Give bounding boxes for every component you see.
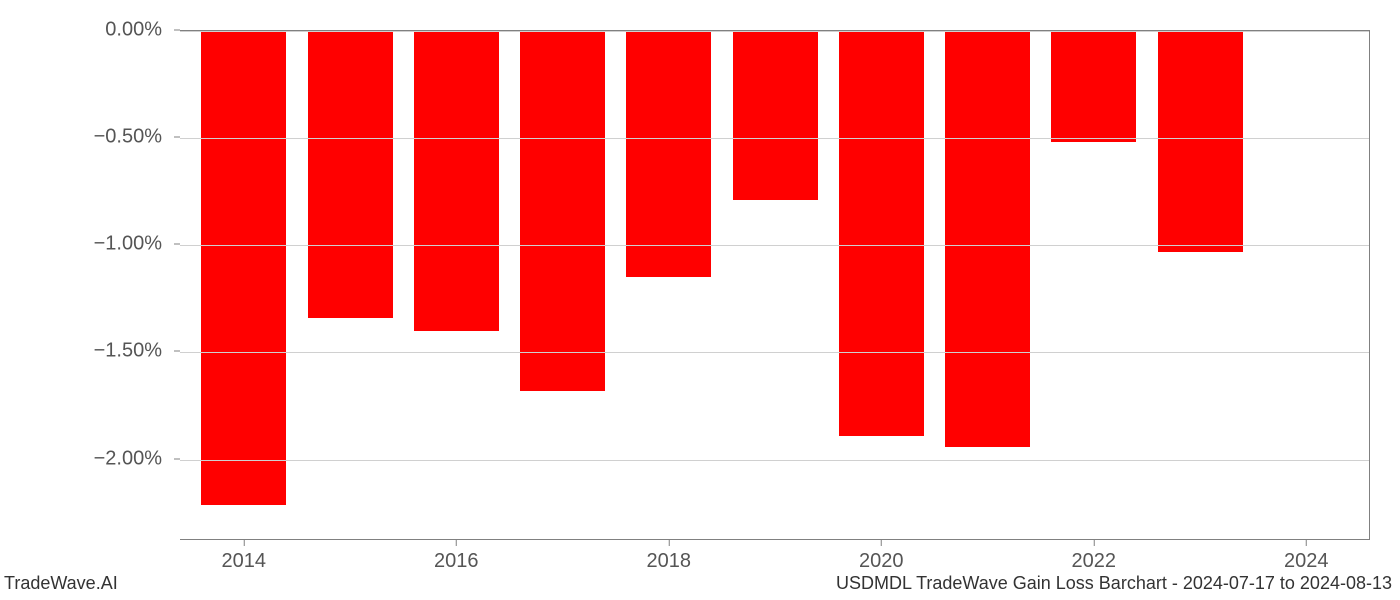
x-tick: 2020: [859, 540, 904, 573]
chart-plot-area: [180, 30, 1370, 540]
x-tick: 2014: [222, 540, 267, 573]
x-tick-label: 2014: [222, 550, 267, 573]
x-tick-mark: [1306, 540, 1307, 546]
y-tick-label: −1.50%: [94, 340, 174, 363]
y-tick-label: −2.00%: [94, 447, 174, 470]
x-tick-label: 2016: [434, 550, 479, 573]
y-tick: −1.50%: [0, 340, 180, 363]
bar: [308, 31, 393, 318]
footer-left-label: TradeWave.AI: [4, 573, 118, 594]
x-tick-mark: [456, 540, 457, 546]
bar: [1158, 31, 1243, 252]
y-tick: 0.00%: [0, 19, 180, 42]
x-tick-mark: [243, 540, 244, 546]
bar: [520, 31, 605, 391]
x-tick-mark: [881, 540, 882, 546]
x-tick: 2016: [434, 540, 479, 573]
gridline: [180, 460, 1369, 461]
gridline: [180, 245, 1369, 246]
x-tick: 2024: [1284, 540, 1329, 573]
x-tick: 2022: [1072, 540, 1117, 573]
gridline: [180, 352, 1369, 353]
y-axis: 0.00%−0.50%−1.00%−1.50%−2.00%: [0, 30, 180, 540]
bar: [839, 31, 924, 436]
y-tick: −0.50%: [0, 126, 180, 149]
x-tick-mark: [1093, 540, 1094, 546]
y-tick-label: −0.50%: [94, 126, 174, 149]
x-tick-label: 2020: [859, 550, 904, 573]
bar: [1051, 31, 1136, 142]
x-tick-label: 2018: [647, 550, 692, 573]
bar: [945, 31, 1030, 447]
x-tick-mark: [668, 540, 669, 546]
gridline: [180, 31, 1369, 32]
x-tick: 2018: [647, 540, 692, 573]
y-tick: −2.00%: [0, 447, 180, 470]
bar: [626, 31, 711, 277]
x-tick-label: 2024: [1284, 550, 1329, 573]
bar: [414, 31, 499, 331]
bars-layer: [180, 31, 1369, 539]
x-tick-label: 2022: [1072, 550, 1117, 573]
y-tick-label: −1.00%: [94, 233, 174, 256]
bar: [733, 31, 818, 200]
y-tick-label: 0.00%: [105, 19, 174, 42]
bar: [201, 31, 286, 505]
gridline: [180, 138, 1369, 139]
y-tick: −1.00%: [0, 233, 180, 256]
footer-right-label: USDMDL TradeWave Gain Loss Barchart - 20…: [836, 573, 1392, 594]
